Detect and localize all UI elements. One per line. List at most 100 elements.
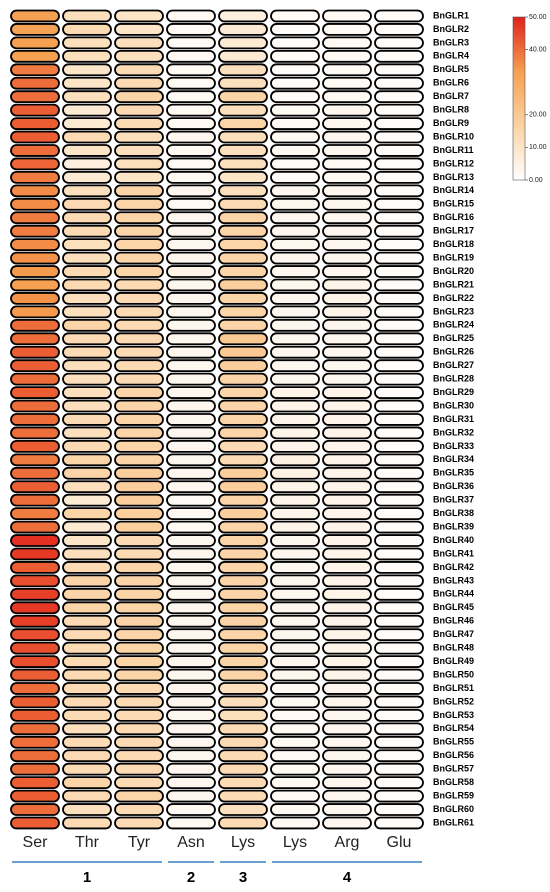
heat-cell <box>62 493 112 507</box>
row-label: BnGLR22 <box>433 293 474 303</box>
heat-cell <box>322 628 372 642</box>
heat-cell <box>218 641 268 655</box>
row-label: BnGLR37 <box>433 495 474 505</box>
heat-cell <box>10 386 60 399</box>
heat-cell <box>166 103 216 117</box>
heat-cell <box>62 332 112 346</box>
heat-cell <box>374 76 424 90</box>
heat-cell <box>10 480 60 494</box>
heat-cell <box>10 614 60 628</box>
heat-cell <box>114 265 164 278</box>
heat-cell <box>10 668 60 682</box>
heat-cell <box>270 762 320 776</box>
heat-cell <box>322 816 372 830</box>
heat-cell <box>322 170 372 184</box>
heat-cell <box>62 103 112 117</box>
heat-cell <box>10 682 60 695</box>
heat-cell <box>322 318 372 332</box>
heat-cell <box>322 251 372 265</box>
heat-cell <box>270 103 320 117</box>
heat-cell <box>322 682 372 695</box>
heat-cell <box>10 63 60 77</box>
heat-cell <box>322 278 372 292</box>
heat-cell <box>166 170 216 184</box>
heat-cell <box>114 762 164 776</box>
row-label: BnGLR60 <box>433 804 474 814</box>
heat-cell <box>10 695 60 709</box>
row-label: BnGLR41 <box>433 548 474 558</box>
heat-cell <box>218 197 268 211</box>
heat-cell <box>322 641 372 655</box>
row-label: BnGLR49 <box>433 656 474 666</box>
heat-cell <box>218 534 268 547</box>
heat-cell <box>114 170 164 184</box>
heat-cell <box>166 439 216 453</box>
column-label: Thr <box>75 834 100 851</box>
heat-cell <box>322 292 372 305</box>
heat-cell <box>114 628 164 642</box>
heat-cell <box>374 197 424 211</box>
colorbar-tick-label: 50.00 <box>529 14 547 21</box>
heat-cell <box>270 211 320 225</box>
heat-cell <box>322 574 372 588</box>
heat-cell <box>114 386 164 399</box>
heat-cell <box>374 803 424 816</box>
heat-cell <box>270 803 320 816</box>
heat-cell <box>322 90 372 104</box>
heat-cell <box>374 144 424 157</box>
heat-cell <box>114 439 164 453</box>
heat-cell <box>10 587 60 601</box>
heat-cell <box>10 292 60 305</box>
heat-cell <box>62 238 112 251</box>
heat-cell <box>322 507 372 520</box>
heat-cell <box>270 601 320 615</box>
row-label: BnGLR35 <box>433 468 474 478</box>
group-label: 1 <box>83 869 91 886</box>
heat-cell <box>114 332 164 346</box>
heat-cell <box>322 413 372 426</box>
heat-cell <box>166 722 216 736</box>
heat-cell <box>62 9 112 23</box>
row-label: BnGLR40 <box>433 535 474 545</box>
heat-cell <box>322 345 372 359</box>
heat-cell <box>114 735 164 749</box>
heat-cell <box>322 695 372 709</box>
heat-cell <box>218 439 268 453</box>
heat-cell <box>166 9 216 23</box>
heat-cell <box>374 63 424 77</box>
heat-cell <box>374 265 424 278</box>
heat-cell <box>166 90 216 104</box>
heat-cell <box>322 668 372 682</box>
heat-cell <box>218 305 268 319</box>
heat-cell <box>114 345 164 359</box>
row-label: BnGLR48 <box>433 643 474 653</box>
heat-cell <box>374 318 424 332</box>
heat-cell <box>374 251 424 265</box>
heat-cell <box>374 9 424 23</box>
heat-cell <box>322 386 372 399</box>
heat-cell <box>114 547 164 561</box>
heat-cell <box>166 601 216 615</box>
heat-cell <box>270 628 320 642</box>
heat-cell <box>62 224 112 238</box>
heat-cell <box>114 426 164 440</box>
heat-cell <box>218 211 268 225</box>
heat-cell <box>270 641 320 655</box>
heat-cell <box>218 318 268 332</box>
heat-cell <box>374 709 424 722</box>
heat-cell <box>270 520 320 534</box>
heat-cell <box>114 695 164 709</box>
row-label: BnGLR12 <box>433 158 474 168</box>
heat-cell <box>270 480 320 494</box>
heat-cell <box>374 211 424 225</box>
heat-cell <box>114 561 164 574</box>
heat-cell <box>374 359 424 373</box>
heat-cell <box>114 103 164 117</box>
heat-cell <box>166 776 216 790</box>
heat-cell <box>114 49 164 63</box>
heat-cell <box>374 587 424 601</box>
heat-cell <box>218 520 268 534</box>
heat-cell <box>322 453 372 467</box>
heat-cell <box>62 345 112 359</box>
